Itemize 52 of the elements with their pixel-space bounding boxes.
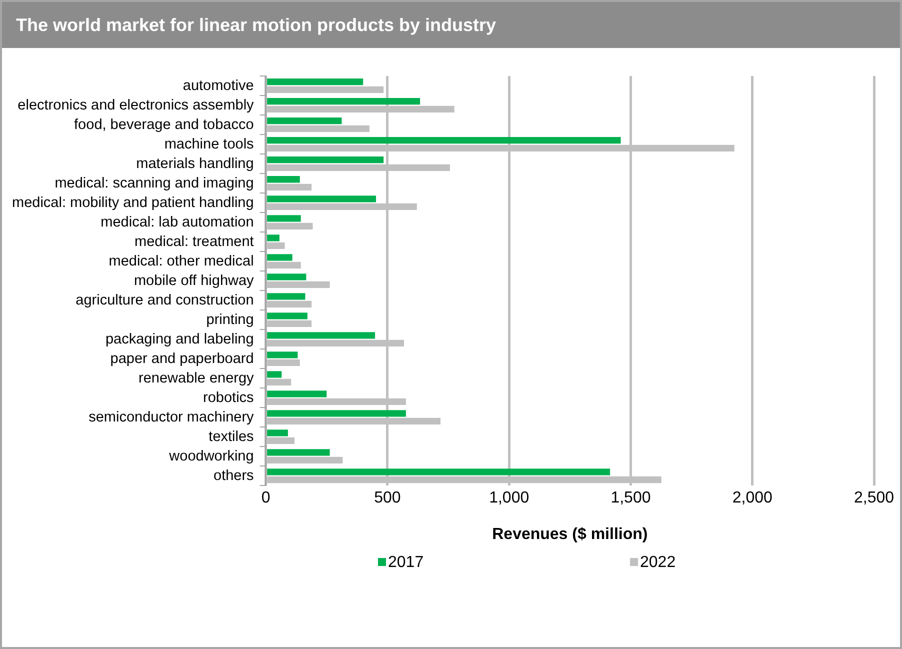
y-tick-label: medical: mobility and patient handling (12, 194, 254, 211)
bar (267, 274, 306, 280)
chart-title: The world market for linear motion products by industry (2, 2, 900, 48)
y-tick-label: woodworking (168, 448, 254, 464)
bar (267, 332, 376, 339)
y-tick-label: materials handling (136, 156, 254, 172)
bar (267, 156, 384, 164)
y-tick-label: packaging and labeling (105, 331, 254, 348)
x-tick-label: 2,500 (854, 490, 894, 507)
bar (267, 468, 610, 476)
y-tick-label: others (214, 468, 254, 484)
x-tick-label: 0 (261, 490, 270, 507)
x-tick-label: 1,500 (610, 490, 651, 507)
y-tick-label: food, beverage and tobacco (74, 116, 254, 133)
bar (267, 293, 306, 300)
y-tick-label: medical: scanning and imaging (54, 175, 254, 192)
y-tick-label: textiles (208, 428, 254, 445)
bar (267, 196, 376, 202)
y-tick-label: renewable energy (138, 370, 255, 386)
bar (267, 176, 300, 183)
bar (267, 137, 621, 144)
bar (267, 234, 280, 242)
y-tick-label: medical: treatment (134, 234, 254, 250)
y-tick-label: medical: other medical (108, 253, 254, 270)
legend-label: 2017 (388, 554, 424, 571)
bar (267, 98, 420, 105)
y-tick-label: semiconductor machinery (88, 409, 255, 426)
y-tick-label: printing (206, 312, 254, 328)
y-tick-label: automotive (182, 78, 254, 94)
y-tick-label: machine tools (164, 136, 254, 152)
x-tick-label: 1,000 (489, 490, 530, 507)
bar (267, 215, 301, 222)
bar (267, 371, 282, 378)
y-tick-label: medical: lab automation (100, 214, 254, 230)
y-tick-label: mobile off highway (134, 272, 255, 289)
bar (267, 254, 292, 261)
y-tick-label: electronics and electronics assembly (18, 97, 255, 114)
bar (267, 390, 327, 398)
bar (267, 118, 342, 124)
bar (267, 312, 308, 320)
x-tick-label: 2,000 (732, 490, 772, 507)
bar (267, 410, 406, 417)
bar (267, 430, 288, 436)
bar (267, 352, 298, 358)
y-tick-label: robotics (203, 390, 254, 406)
legend-label: 2022 (640, 554, 676, 571)
y-tick-label: agriculture and construction (76, 292, 254, 308)
y-tick-label: paper and paperboard (110, 350, 254, 367)
bar (267, 78, 364, 86)
x-axis-title: Revenues ($ million) (492, 526, 648, 543)
x-tick-label: 500 (374, 490, 401, 507)
bar (267, 449, 330, 456)
